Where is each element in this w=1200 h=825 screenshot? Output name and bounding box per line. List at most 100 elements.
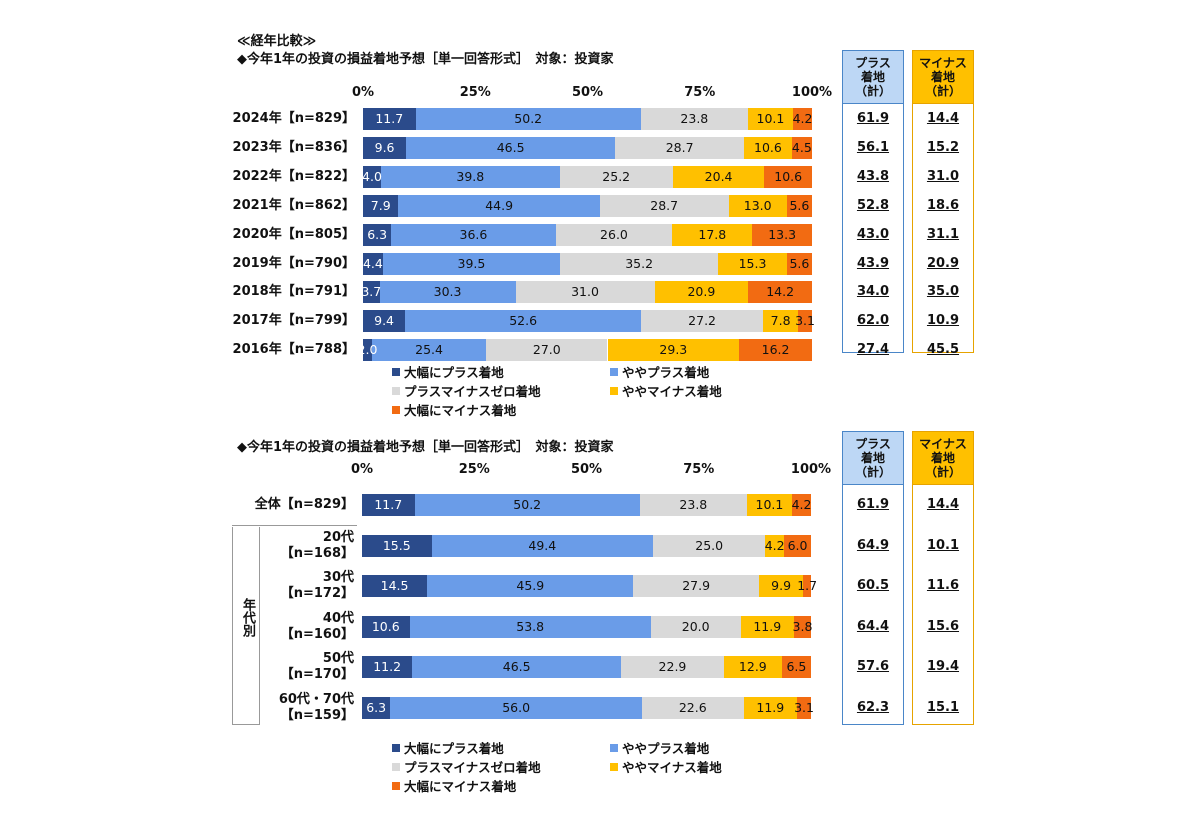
plus-total-value: 62.3 (856, 699, 890, 715)
bar-value-label: 25.2 (602, 168, 631, 184)
plus-total-value: 64.4 (856, 618, 890, 634)
bar-value-label: 2.0 (357, 342, 378, 358)
bar-segment (555, 223, 673, 246)
stacked-bar: 7.9 44.9 28.7 13.0 5.6 (363, 194, 812, 217)
legend-label: 大幅にプラス着地 (404, 741, 504, 756)
bar-value-label: 4.2 (791, 497, 812, 512)
bar-value-label: 7.8 (770, 313, 791, 329)
stacked-bar: 11.7 50.2 23.8 10.1 4.2 (363, 108, 813, 130)
bar-segment (786, 252, 812, 275)
bar-value-label: 6.3 (367, 226, 388, 242)
bar-segment (607, 339, 740, 362)
row-label-line: 2019年【n=790】 (232, 255, 355, 271)
bar-segment (640, 108, 748, 130)
bar-segment (642, 696, 744, 719)
bar-value-label: 3.1 (794, 699, 814, 715)
legend-label: ややマイナス着地 (622, 384, 722, 399)
bar-value-label: 4.5 (791, 139, 812, 155)
row-label-line: 全体【n=829】 (254, 497, 354, 512)
bar-segment (672, 223, 753, 246)
bar-segment (764, 165, 812, 188)
bar-segment (615, 136, 745, 159)
bar-segment (803, 575, 811, 597)
plus-total-header-line: 着地 (860, 70, 885, 84)
bar-value-label: 53.8 (516, 618, 545, 634)
bar-segment (784, 534, 811, 557)
row-label-line: 【n=170】 (280, 667, 354, 682)
row-label: 50代 【n=170】 (281, 651, 354, 683)
x-tick-label: 25% (458, 462, 490, 477)
bar-value-label: 25.0 (695, 537, 724, 553)
bar-segment (362, 656, 413, 678)
bar-segment (363, 165, 381, 188)
plus-total-value: 57.6 (856, 659, 890, 674)
group-label: 年代別 (240, 597, 255, 637)
bar-value-label: 44.9 (485, 197, 514, 213)
minus-total-value: 15.1 (926, 699, 960, 715)
bar-segment (363, 194, 399, 217)
bar-segment (398, 194, 600, 217)
bar-value-label: 22.6 (678, 699, 707, 715)
bar-segment (406, 136, 616, 159)
bar-value-label: 10.6 (774, 168, 803, 184)
minus-total-value: 10.9 (926, 313, 960, 329)
bar-value-label: 45.9 (516, 578, 545, 593)
stacked-bar: 10.6 53.8 20.0 11.9 3.8 (362, 615, 812, 638)
legend-label: プラスマイナスゼロ着地 (404, 384, 541, 399)
plus-total-value: 56.1 (856, 139, 890, 155)
bar-segment (363, 339, 372, 362)
bar-segment (791, 136, 812, 159)
legend-swatch (610, 386, 618, 395)
x-tick-label: 0% (351, 85, 375, 100)
bar-value-label: 49.4 (528, 537, 557, 553)
row-label: 2016年【n=788】 (233, 342, 355, 358)
stacked-bar: 14.5 45.9 27.9 9.9 1.7 (362, 575, 817, 597)
chart-title: ◆今年1年の投資の損益着地予想［単一回答形式］ 対象：投資家 (237, 52, 614, 67)
bar-segment (752, 223, 812, 246)
row-label-line: 30代 (322, 570, 354, 585)
bar-segment (380, 165, 560, 188)
bar-value-label: 23.8 (679, 497, 708, 512)
bar-segment (405, 310, 642, 333)
minus-total-value: 14.4 (926, 497, 960, 512)
row-label: 30代 【n=172】 (281, 570, 354, 602)
x-tick-label: 75% (684, 85, 716, 100)
plus-total-value: 61.9 (856, 497, 890, 512)
bar-segment (654, 281, 749, 304)
bar-segment (633, 575, 759, 597)
x-tick-label: 75% (683, 462, 715, 477)
legend-swatch (392, 405, 400, 414)
bar-value-label: 5.6 (789, 255, 810, 271)
minus-total-value: 15.6 (926, 618, 960, 634)
bar-segment (486, 339, 608, 362)
x-tick-label: 100% (790, 462, 832, 477)
minus-total-value: 18.6 (926, 197, 960, 213)
stacked-bar: 4.4 39.5 35.2 15.3 5.6 (363, 252, 812, 275)
bar-segment (362, 575, 428, 597)
bar-value-label: 29.3 (659, 342, 688, 358)
bar-value-label: 12.9 (738, 659, 767, 674)
bar-segment (391, 223, 556, 246)
minus-total-header-line: （計） (924, 465, 961, 479)
legend-swatch (392, 367, 400, 376)
legend-label: ややマイナス着地 (622, 760, 722, 775)
legend-label: 大幅にプラス着地 (404, 365, 504, 380)
bar-segment (747, 108, 794, 130)
row-label: 60代・70代 【n=159】 (279, 692, 354, 724)
bar-value-label: 11.7 (375, 111, 404, 126)
bar-value-label: 20.0 (681, 618, 710, 634)
plus-total-header-line: （計） (854, 465, 891, 479)
x-tick-label: 50% (570, 462, 603, 477)
stacked-bar: 6.3 56.0 22.6 11.9 3.1 (362, 696, 814, 719)
bar-value-label: 4.2 (764, 537, 785, 553)
minus-total-value: 31.0 (926, 168, 960, 184)
bar-value-label: 7.9 (370, 197, 391, 213)
row-label: 2020年【n=805】 (233, 227, 355, 243)
bar-segment (599, 194, 729, 217)
row-label-line: 2018年【n=791】 (232, 284, 355, 300)
bar-value-label: 16.2 (761, 342, 790, 358)
bar-segment (798, 310, 812, 333)
bar-segment (743, 696, 798, 719)
stacked-bar: 15.5 49.4 25.0 4.2 6.0 (362, 534, 811, 557)
chart-title: ◆今年1年の投資の損益着地予想［単一回答形式］ 対象：投資家 (237, 440, 614, 455)
